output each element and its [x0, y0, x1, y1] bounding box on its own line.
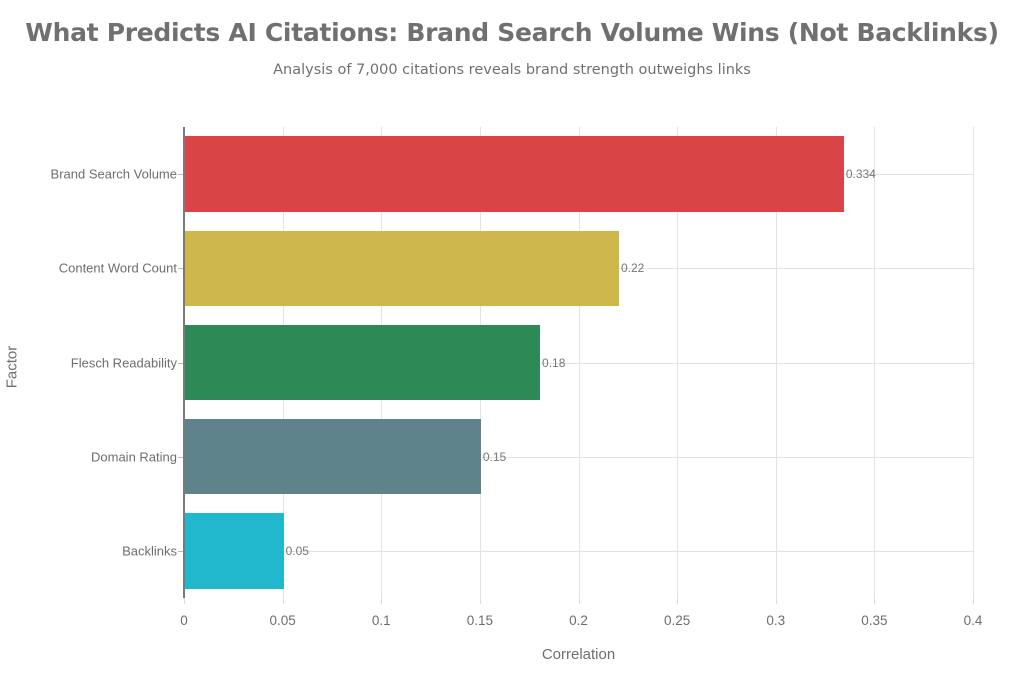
- bar-value-label: 0.22: [620, 261, 645, 276]
- chart-title: What Predicts AI Citations: Brand Search…: [25, 18, 999, 47]
- x-tick-mark: [282, 598, 284, 604]
- bar-flesch-readability[interactable]: [185, 324, 541, 401]
- y-category-label: Backlinks: [122, 543, 177, 559]
- x-tick-mark: [874, 598, 876, 604]
- y-tick-mark: [178, 456, 183, 458]
- bar-brand-search-volume[interactable]: [185, 136, 844, 212]
- x-tick-mark: [973, 598, 974, 604]
- bar-value-label: 0.334: [845, 167, 876, 182]
- y-axis-title: Factor: [3, 345, 21, 389]
- y-tick-mark: [178, 550, 183, 552]
- y-tick-mark: [178, 174, 183, 176]
- y-gridline: [184, 362, 973, 364]
- y-category-label: Flesch Readability: [70, 355, 177, 370]
- y-category-label: Content Word Count: [58, 260, 177, 276]
- x-tick-label: 0.05: [269, 613, 296, 628]
- y-category-label: Domain Rating: [91, 449, 177, 465]
- bar-value-label: 0.18: [542, 355, 566, 370]
- x-tick-mark: [578, 598, 580, 604]
- y-category-label: Brand Search Volume: [50, 166, 177, 182]
- x-tick-label: 0.3: [766, 613, 786, 628]
- chart-subtitle: Analysis of 7,000 citations reveals bran…: [273, 62, 751, 78]
- y-tick-mark: [178, 268, 183, 270]
- x-tick-label: 0.35: [861, 613, 888, 628]
- x-tick-mark: [775, 598, 777, 604]
- x-axis-title: Correlation: [541, 646, 616, 663]
- x-tick-label: 0.15: [466, 613, 494, 628]
- bar-value-label: 0.05: [285, 543, 309, 558]
- y-gridline: [184, 456, 973, 458]
- bar-value-label: 0.15: [482, 449, 507, 464]
- y-gridline: [184, 550, 973, 552]
- x-gridline: [973, 127, 974, 598]
- x-tick-mark: [479, 598, 481, 604]
- x-tick-label: 0.4: [963, 613, 983, 628]
- x-tick-label: 0.1: [371, 613, 391, 628]
- plot-area: 0.334 0.22 0.18 0.15 0.05: [183, 127, 974, 598]
- x-tick-label: 0: [180, 613, 188, 628]
- x-tick-mark: [184, 598, 185, 604]
- bar-domain-rating[interactable]: [185, 419, 481, 495]
- y-tick-mark: [178, 362, 183, 364]
- x-tick-label: 0.25: [663, 613, 691, 628]
- bar-backlinks[interactable]: [185, 513, 284, 589]
- bar-content-word-count[interactable]: [185, 230, 619, 306]
- x-tick-label: 0.2: [569, 613, 588, 628]
- x-tick-mark: [381, 598, 383, 604]
- y-axis-line: [183, 127, 185, 598]
- x-tick-mark: [677, 598, 679, 604]
